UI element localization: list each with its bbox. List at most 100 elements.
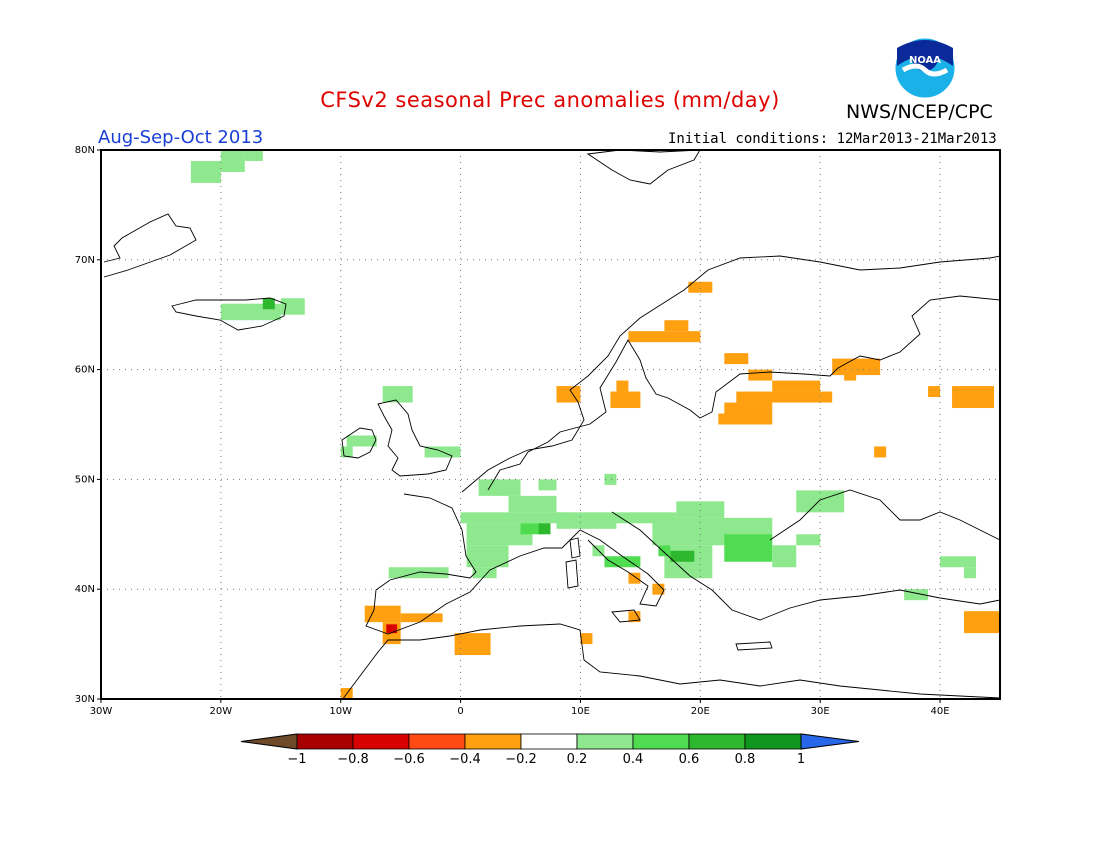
chart-title: CFSv2 seasonal Prec anomalies (mm/day)	[320, 88, 780, 112]
anomaly-cell	[952, 386, 995, 409]
anomaly-cell	[928, 386, 941, 398]
anomaly-cell	[652, 583, 665, 595]
anomaly-cell	[658, 545, 671, 557]
anomaly-cell	[478, 479, 521, 496]
coast-black-sea	[769, 489, 1001, 541]
colorbar-upper-arrow	[800, 733, 860, 750]
anomaly-cell	[628, 572, 641, 584]
anomaly-cell	[460, 512, 569, 524]
lon-tick-label: 20E	[691, 706, 710, 717]
coastlines	[103, 149, 1001, 701]
anomaly-cells	[190, 150, 1000, 699]
anomaly-cell	[796, 490, 845, 513]
anomaly-cell	[874, 446, 887, 458]
anomaly-cell	[616, 512, 677, 524]
coast-sardinia	[565, 559, 579, 589]
anomaly-cell	[466, 545, 509, 568]
anomaly-cell	[190, 160, 221, 183]
anomaly-cell	[628, 611, 641, 623]
colorbar-label: 0.8	[735, 752, 756, 767]
colorbar-swatch	[632, 733, 690, 750]
colorbar-swatch	[408, 733, 466, 750]
lon-tick-label: 40E	[931, 706, 950, 717]
anomaly-cell	[610, 391, 641, 409]
anomaly-cell	[688, 281, 713, 293]
anomaly-cell	[262, 298, 275, 310]
anomaly-cell	[346, 435, 377, 447]
anomaly-cell	[538, 523, 551, 535]
anomaly-cell	[400, 613, 443, 623]
colorbar-swatch	[744, 733, 802, 750]
lon-tick-label: 10W	[329, 706, 352, 717]
anomaly-cell	[556, 512, 617, 529]
colorbar-label: −0.4	[449, 752, 481, 767]
coast-europe-main	[461, 255, 1001, 493]
lon-tick-label: 10E	[571, 706, 590, 717]
lon-tick-label: 20W	[210, 706, 233, 717]
colorbar-swatch	[520, 733, 578, 750]
anomaly-cell	[386, 624, 398, 634]
lat-tick-label: 80N	[75, 145, 95, 156]
map-frame	[100, 149, 1001, 700]
colorbar-swatch	[352, 733, 410, 750]
coast-ireland	[341, 427, 377, 459]
anomaly-cell	[340, 446, 353, 458]
anomaly-cell	[466, 523, 533, 546]
coast-svalbard	[586, 149, 701, 185]
anomaly-cell	[628, 331, 701, 343]
colorbar-label: 0.6	[679, 752, 700, 767]
colorbar-legend: −1 −0.8 −0.6 −0.4 −0.2 0.2 0.4 0.6 0.8 1	[240, 733, 860, 767]
coast-corsica	[569, 537, 581, 559]
lon-tick-label: 0	[457, 706, 463, 717]
season-label: Aug-Sep-Oct 2013	[98, 127, 264, 148]
coast-sicily	[611, 609, 641, 623]
anomaly-cell	[508, 495, 557, 513]
anomaly-cell	[964, 611, 1000, 634]
anomaly-cell	[244, 150, 263, 161]
anomaly-cell	[616, 380, 629, 392]
anomaly-cell	[676, 501, 725, 518]
map-gridlines	[101, 150, 1000, 699]
anomaly-cell	[724, 534, 773, 562]
anomaly-cell	[538, 479, 557, 491]
coast-greenland	[103, 213, 197, 278]
svg-text:NOAA: NOAA	[909, 55, 941, 66]
colorbar-label: −0.6	[393, 752, 425, 767]
anomaly-cell	[670, 550, 695, 562]
anomaly-cell	[556, 386, 581, 403]
anomaly-cell	[580, 633, 593, 645]
lon-tick-label: 30E	[811, 706, 830, 717]
anomaly-cell	[604, 556, 641, 568]
anomaly-cell	[364, 605, 401, 623]
coast-north-africa	[341, 623, 1001, 701]
agency-label: NWS/NCEP/CPC	[846, 101, 993, 123]
anomaly-cell	[664, 320, 689, 332]
anomaly-cell	[454, 633, 491, 656]
anomaly-cell	[724, 353, 749, 365]
colorbar-swatch	[576, 733, 634, 750]
anomaly-cell	[280, 298, 305, 315]
coast-italy-balkans	[561, 511, 1001, 621]
anomaly-cell	[772, 545, 797, 568]
lat-tick-label: 60N	[75, 365, 95, 376]
anomaly-cell	[472, 567, 497, 579]
colorbar-swatch	[296, 733, 354, 750]
anomaly-cell	[748, 369, 773, 381]
anomaly-cell	[382, 386, 413, 403]
colorbar-swatch	[464, 733, 522, 750]
anomaly-cell	[904, 589, 929, 601]
colorbar-swatch	[688, 733, 746, 750]
anomaly-cell	[964, 567, 977, 579]
anomaly-cell	[940, 556, 977, 568]
colorbar-label: −0.2	[505, 752, 537, 767]
colorbar-lower-arrow	[240, 733, 298, 750]
coast-crete	[735, 641, 773, 651]
colorbar-label: 0.2	[567, 752, 588, 767]
noaa-logo-icon: NOAA	[894, 37, 956, 99]
colorbar-label: −1	[287, 752, 306, 767]
anomaly-cell	[724, 402, 773, 425]
lat-tick-label: 40N	[75, 584, 95, 595]
anomaly-cell	[604, 473, 617, 485]
anomaly-cell	[772, 380, 821, 392]
